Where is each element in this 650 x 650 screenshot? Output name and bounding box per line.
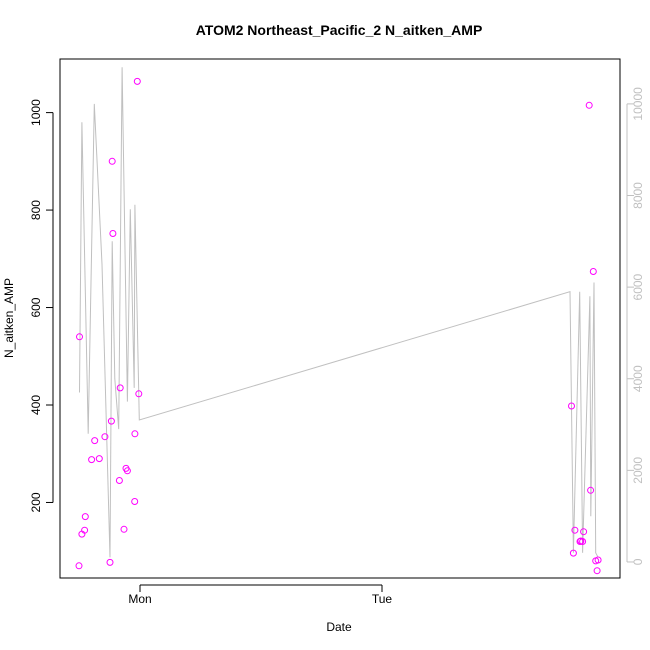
x-axis: Mon Tue bbox=[128, 584, 393, 606]
data-point bbox=[106, 558, 114, 566]
y2-tick-label: 0 bbox=[631, 558, 645, 565]
y2-tick-label: 6000 bbox=[631, 273, 645, 300]
data-point bbox=[587, 486, 595, 494]
plot-frame bbox=[59, 58, 621, 579]
data-point bbox=[585, 101, 593, 109]
data-point bbox=[579, 538, 587, 545]
data-point bbox=[81, 513, 89, 521]
data-point bbox=[81, 526, 89, 534]
data-point bbox=[571, 526, 579, 534]
y2-tick-label: 10000 bbox=[631, 87, 645, 121]
data-point bbox=[107, 417, 115, 425]
x-tick-label: Mon bbox=[128, 592, 151, 606]
x-axis-label: Date bbox=[326, 620, 352, 634]
data-point bbox=[116, 384, 124, 392]
data-point bbox=[569, 549, 577, 557]
data-point bbox=[76, 333, 83, 341]
data-point bbox=[95, 455, 103, 463]
secondary-series-line bbox=[79, 67, 599, 558]
y-tick-label: 600 bbox=[29, 297, 43, 317]
data-point bbox=[123, 467, 131, 475]
x-tick-label: Tue bbox=[372, 592, 393, 606]
data-point bbox=[589, 268, 597, 275]
data-point bbox=[91, 437, 99, 445]
y-axis-left: 200 400 600 800 1000 bbox=[29, 99, 54, 512]
y-axis-label: N_aitken_AMP bbox=[2, 278, 16, 358]
data-point bbox=[120, 525, 128, 533]
primary-series-points bbox=[75, 77, 602, 575]
y2-tick-label: 2000 bbox=[631, 457, 645, 484]
y2-tick-label: 4000 bbox=[631, 365, 645, 392]
data-point bbox=[594, 556, 602, 564]
chart-title: ATOM2 Northeast_Pacific_2 N_aitken_AMP bbox=[196, 22, 483, 38]
y-tick-label: 800 bbox=[29, 200, 43, 220]
data-point bbox=[568, 402, 575, 410]
y-tick-label: 1000 bbox=[29, 99, 43, 126]
data-point bbox=[115, 477, 123, 484]
data-point bbox=[593, 567, 601, 575]
data-point bbox=[133, 77, 141, 85]
secondary-series-path bbox=[79, 67, 599, 558]
data-point bbox=[101, 433, 109, 441]
data-point bbox=[75, 562, 83, 570]
y-tick-label: 200 bbox=[29, 492, 43, 512]
data-point bbox=[131, 498, 139, 505]
data-point bbox=[109, 230, 117, 237]
data-point bbox=[108, 157, 116, 165]
data-point bbox=[135, 390, 143, 398]
data-point bbox=[88, 456, 96, 464]
data-point bbox=[131, 430, 139, 438]
y2-tick-label: 8000 bbox=[631, 182, 645, 209]
data-point bbox=[580, 528, 588, 536]
y-tick-label: 400 bbox=[29, 395, 43, 415]
y-axis-right: 0 2000 4000 6000 8000 10000 bbox=[626, 87, 645, 565]
